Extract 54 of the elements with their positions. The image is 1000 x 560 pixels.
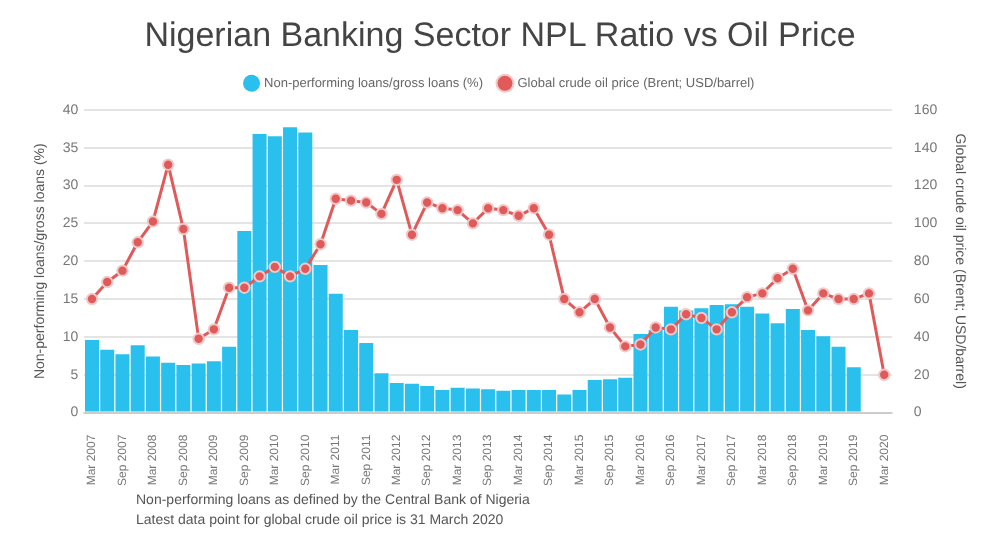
point [101,275,114,289]
point [801,304,815,317]
point [238,281,251,294]
point [710,323,723,336]
point [588,292,601,306]
point [314,237,327,251]
point [436,202,449,215]
point [497,203,510,217]
point [390,173,403,187]
point [847,292,860,306]
chart-title: Nigerian Banking Sector NPL Ratio vs Oil Price [144,15,856,54]
point [375,207,388,221]
point [619,340,632,353]
point [512,209,525,222]
point [420,196,434,209]
point [451,203,464,217]
point [207,323,221,336]
point [253,270,266,283]
point [481,202,495,215]
point [542,228,556,241]
point [85,292,99,306]
point [344,194,358,207]
point [116,264,129,277]
point [771,272,784,285]
point [283,270,297,283]
point [527,202,541,215]
point [131,236,144,249]
point [786,262,800,275]
point [405,228,419,241]
point [558,292,571,306]
point [268,260,282,274]
point [664,323,678,336]
point [603,321,617,334]
point [329,192,342,205]
point [146,215,160,228]
point [832,292,845,306]
point [725,306,739,319]
point [177,222,190,236]
point [634,338,647,351]
point [740,290,754,304]
point [360,196,373,209]
point [222,281,236,294]
point [817,287,830,300]
point [299,262,312,275]
point [161,158,175,171]
point [649,321,662,334]
point [573,306,586,319]
point [192,332,205,346]
point [679,308,693,321]
point [756,287,769,300]
point [695,311,708,325]
point [466,217,480,230]
point [878,368,891,381]
point [862,287,876,300]
